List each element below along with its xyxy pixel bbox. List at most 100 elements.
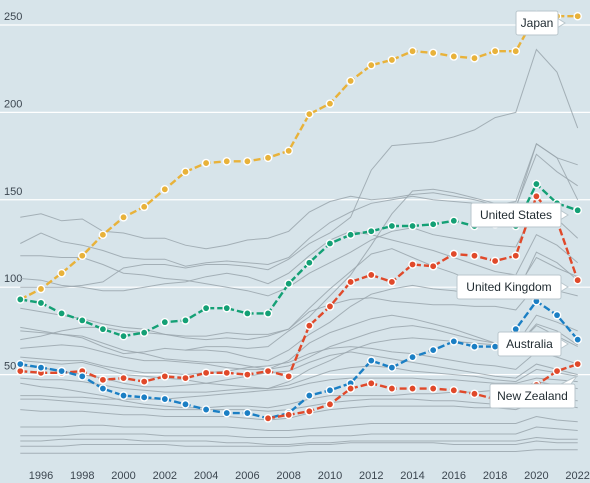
- y-tick-label: 150: [4, 186, 22, 198]
- data-point: [263, 366, 273, 376]
- background-series-line: [20, 426, 578, 438]
- data-point: [346, 384, 355, 393]
- data-point: [36, 363, 46, 372]
- data-point: [428, 219, 438, 229]
- data-point: [449, 216, 459, 226]
- data-point: [573, 205, 582, 215]
- data-point: [366, 60, 376, 70]
- series-label: United Kingdom: [466, 280, 551, 294]
- data-point: [181, 316, 190, 325]
- data-point: [346, 76, 355, 86]
- series-line: [20, 299, 579, 420]
- x-tick-label: 2016: [442, 470, 466, 482]
- data-point: [408, 221, 417, 231]
- data-point: [263, 153, 273, 163]
- callout-japan: Japan: [515, 10, 566, 36]
- data-point: [470, 342, 479, 351]
- data-point: [428, 384, 438, 393]
- data-point: [449, 52, 459, 61]
- data-point: [263, 413, 273, 423]
- data-point: [552, 366, 562, 376]
- data-point: [428, 345, 438, 355]
- data-point: [243, 370, 252, 379]
- data-point: [139, 377, 149, 386]
- series-label: New Zealand: [497, 389, 568, 403]
- background-series-line: [20, 381, 578, 409]
- y-tick-label: 250: [4, 11, 22, 23]
- data-point: [222, 157, 232, 166]
- data-point: [263, 309, 273, 318]
- data-point: [408, 384, 417, 393]
- series-callouts: Japan United States United Kingdom Australi…: [456, 10, 578, 409]
- x-tick-label: 2000: [111, 470, 135, 482]
- data-point: [160, 394, 170, 404]
- x-tick-label: 2008: [276, 470, 300, 482]
- callout-australia: Australia: [497, 331, 569, 357]
- y-axis-tick-labels: 50 100 150 200 250: [4, 11, 22, 373]
- data-point: [532, 179, 541, 189]
- data-point: [222, 303, 232, 313]
- series-label: Australia: [506, 337, 553, 351]
- data-point: [201, 303, 211, 313]
- background-series-line: [20, 377, 578, 400]
- data-point: [98, 375, 108, 385]
- data-point: [201, 405, 211, 414]
- background-series-line: [20, 396, 578, 412]
- data-point: [387, 277, 397, 287]
- data-point: [181, 167, 190, 177]
- background-series-line: [20, 436, 578, 445]
- data-point: [57, 366, 66, 376]
- background-series-line: [20, 48, 579, 288]
- data-point: [160, 317, 170, 327]
- data-point: [449, 337, 459, 346]
- data-point: [119, 212, 128, 222]
- data-point: [573, 11, 582, 21]
- series-label: United States: [480, 208, 552, 222]
- data-point: [77, 316, 87, 325]
- callout-box: [515, 10, 559, 36]
- data-point: [325, 239, 335, 248]
- x-tick-label: 2018: [483, 470, 507, 482]
- data-point: [16, 295, 25, 304]
- background-series-line: [20, 415, 578, 431]
- x-tick-label: 1998: [70, 470, 94, 482]
- data-point: [573, 335, 582, 344]
- data-point: [139, 328, 149, 337]
- data-point: [57, 268, 66, 278]
- background-series-line: [20, 230, 579, 292]
- x-tick-label: 2004: [194, 470, 218, 482]
- data-point: [511, 251, 521, 261]
- data-point: [470, 53, 479, 63]
- series-new-zealand: [263, 359, 582, 423]
- data-point: [305, 391, 314, 400]
- data-point: [511, 46, 521, 56]
- x-tick-label: 2012: [359, 470, 383, 482]
- data-point: [470, 251, 479, 261]
- callout-united-states: United States: [470, 202, 569, 228]
- data-point: [160, 184, 170, 194]
- data-point: [36, 298, 46, 308]
- series-line: [267, 362, 579, 420]
- data-point: [77, 372, 87, 381]
- data-point: [77, 251, 87, 261]
- data-point: [243, 157, 252, 166]
- data-point: [98, 230, 108, 240]
- callout-united-kingdom: United Kingdom: [456, 274, 569, 300]
- data-point: [305, 258, 314, 268]
- background-series-line: [20, 365, 578, 393]
- data-point: [449, 386, 459, 395]
- series-line: [19, 13, 578, 301]
- data-point: [305, 321, 314, 330]
- background-series-line: [20, 346, 578, 376]
- data-point: [222, 368, 232, 378]
- data-point: [284, 146, 293, 156]
- data-point: [408, 46, 417, 56]
- x-tick-label: 2010: [318, 470, 342, 482]
- data-point: [139, 202, 149, 212]
- data-point: [201, 368, 211, 378]
- callout-box: [489, 383, 576, 409]
- data-point: [201, 158, 211, 168]
- background-series-line: [20, 351, 578, 388]
